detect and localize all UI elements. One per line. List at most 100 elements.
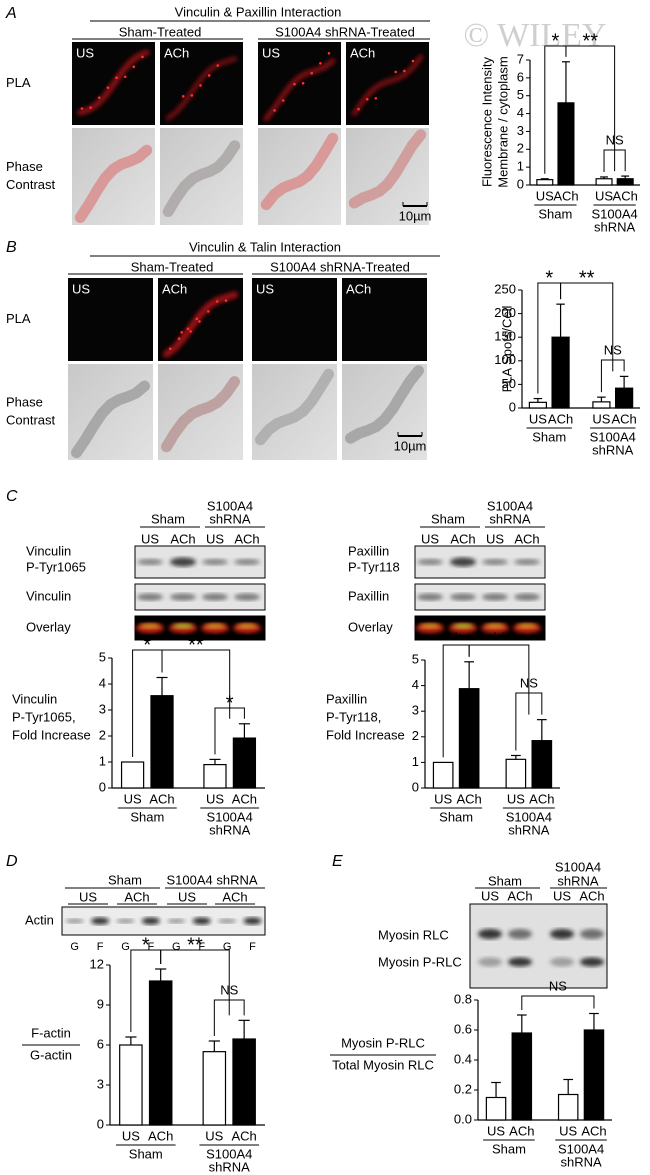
- pla-spot: [198, 320, 201, 323]
- y-axis-label: PLA Spots/Cell: [499, 306, 514, 393]
- column-label: US: [262, 45, 280, 60]
- x-tick-label: ACh: [611, 411, 636, 426]
- significance-bracket: [600, 359, 625, 393]
- pla-spot: [189, 330, 192, 333]
- blot-band: [137, 593, 163, 601]
- group-label: shRNA: [594, 219, 636, 234]
- scale-label: 10µm: [394, 438, 427, 453]
- row-label: Myosin P-RLC: [378, 954, 462, 969]
- bar: [203, 763, 227, 789]
- bar: [119, 1044, 143, 1126]
- group-label: Sham-Treated: [131, 259, 214, 274]
- pla-spot: [273, 109, 276, 112]
- pla-spot: [180, 331, 184, 334]
- group-label: shRNA: [557, 873, 599, 888]
- group-label: S100A4: [207, 809, 253, 824]
- column-label: US: [79, 889, 97, 904]
- overlay-band: [485, 623, 505, 629]
- overlay-band: [237, 623, 257, 629]
- group-label: S100A4: [555, 859, 601, 874]
- pla-spot: [177, 337, 181, 341]
- pla-spot: [141, 55, 144, 59]
- x-tick-label: ACh: [148, 1128, 173, 1143]
- group-label: Sham: [129, 1146, 163, 1161]
- phase-cell: [74, 144, 153, 223]
- group-label: Sham: [151, 511, 185, 526]
- pla-spot: [115, 76, 118, 80]
- x-tick-label: ACh: [553, 188, 578, 203]
- phase-cell: [345, 365, 424, 444]
- x-tick-label: ACh: [548, 411, 573, 426]
- bar: [557, 102, 575, 186]
- y-tick-label: 4: [412, 677, 419, 692]
- pla-spot: [123, 75, 127, 79]
- bar: [557, 1093, 579, 1121]
- y-tick-label: 200: [494, 305, 516, 320]
- blot-band: [550, 929, 574, 939]
- y-tick-label: 2: [517, 141, 524, 156]
- y-axis-label: Membrane / cytoplasm: [495, 56, 510, 188]
- bar: [202, 1051, 227, 1126]
- group-label: S100A4 shRNA-Treated: [275, 24, 415, 39]
- bar: [583, 1029, 605, 1121]
- lane-label: G: [223, 941, 232, 953]
- column-label: US: [76, 45, 94, 60]
- row-label: Paxillin: [348, 543, 389, 558]
- y-tick-label: 0: [97, 1116, 104, 1131]
- blot-band: [202, 559, 228, 565]
- annotation: **: [579, 267, 595, 289]
- pla-spot: [224, 299, 228, 302]
- bar: [485, 1096, 507, 1121]
- group-label: Sham: [532, 429, 566, 444]
- annotation: NS: [549, 978, 567, 993]
- group-label: shRNA: [489, 511, 531, 526]
- y-tick-label: 100: [494, 352, 516, 367]
- lane-label: G: [172, 941, 181, 953]
- group-label: S100A4 shRNA-Treated: [270, 259, 410, 274]
- y-tick-label: 4: [517, 105, 524, 120]
- annotation: *: [143, 634, 151, 656]
- column-label: US: [481, 888, 499, 903]
- column-label: ACh: [450, 531, 475, 546]
- y-tick-label: 1: [99, 753, 106, 768]
- blot-band: [202, 593, 228, 601]
- y-axis-label: P-Tyr1065,: [12, 709, 76, 724]
- phase-cell: [71, 380, 150, 459]
- bar: [432, 761, 454, 789]
- pla-signal: [162, 291, 239, 358]
- group-label: S100A4: [558, 1141, 604, 1156]
- row-label: Phase: [6, 394, 43, 409]
- bar: [592, 401, 611, 409]
- column-label: ACh: [124, 889, 149, 904]
- column-label: US: [141, 531, 159, 546]
- bar: [505, 758, 527, 789]
- blot-band: [478, 929, 502, 939]
- pla-spot: [365, 97, 369, 101]
- panel-title: Vinculin & Talin Interaction: [189, 239, 341, 254]
- bar: [232, 737, 257, 789]
- group-label: shRNA: [209, 822, 251, 837]
- column-label: ACh: [514, 531, 539, 546]
- column-label: US: [421, 531, 439, 546]
- row-label: Actin: [25, 912, 54, 927]
- pla-signal: [263, 58, 336, 122]
- annotation: **: [187, 934, 203, 956]
- lane-label: G: [121, 941, 130, 953]
- scale-label: 10µm: [399, 208, 432, 223]
- y-tick-label: 4: [99, 675, 106, 690]
- annotation: NS: [604, 342, 622, 357]
- annotation: *: [226, 692, 234, 714]
- y-tick-label: 2: [412, 728, 419, 743]
- bar: [232, 1038, 256, 1126]
- pla-spot: [319, 61, 322, 65]
- y-tick-label: 3: [517, 123, 524, 138]
- group-label: S100A4: [590, 429, 636, 444]
- panel-label: C: [6, 488, 18, 505]
- column-label: US: [72, 281, 90, 296]
- overlay-band: [453, 623, 473, 629]
- blot-band: [243, 917, 262, 925]
- lane-label: F: [148, 941, 155, 953]
- column-label: ACh: [164, 45, 189, 60]
- x-tick-label: US: [487, 1123, 505, 1138]
- phase-cell: [260, 132, 339, 211]
